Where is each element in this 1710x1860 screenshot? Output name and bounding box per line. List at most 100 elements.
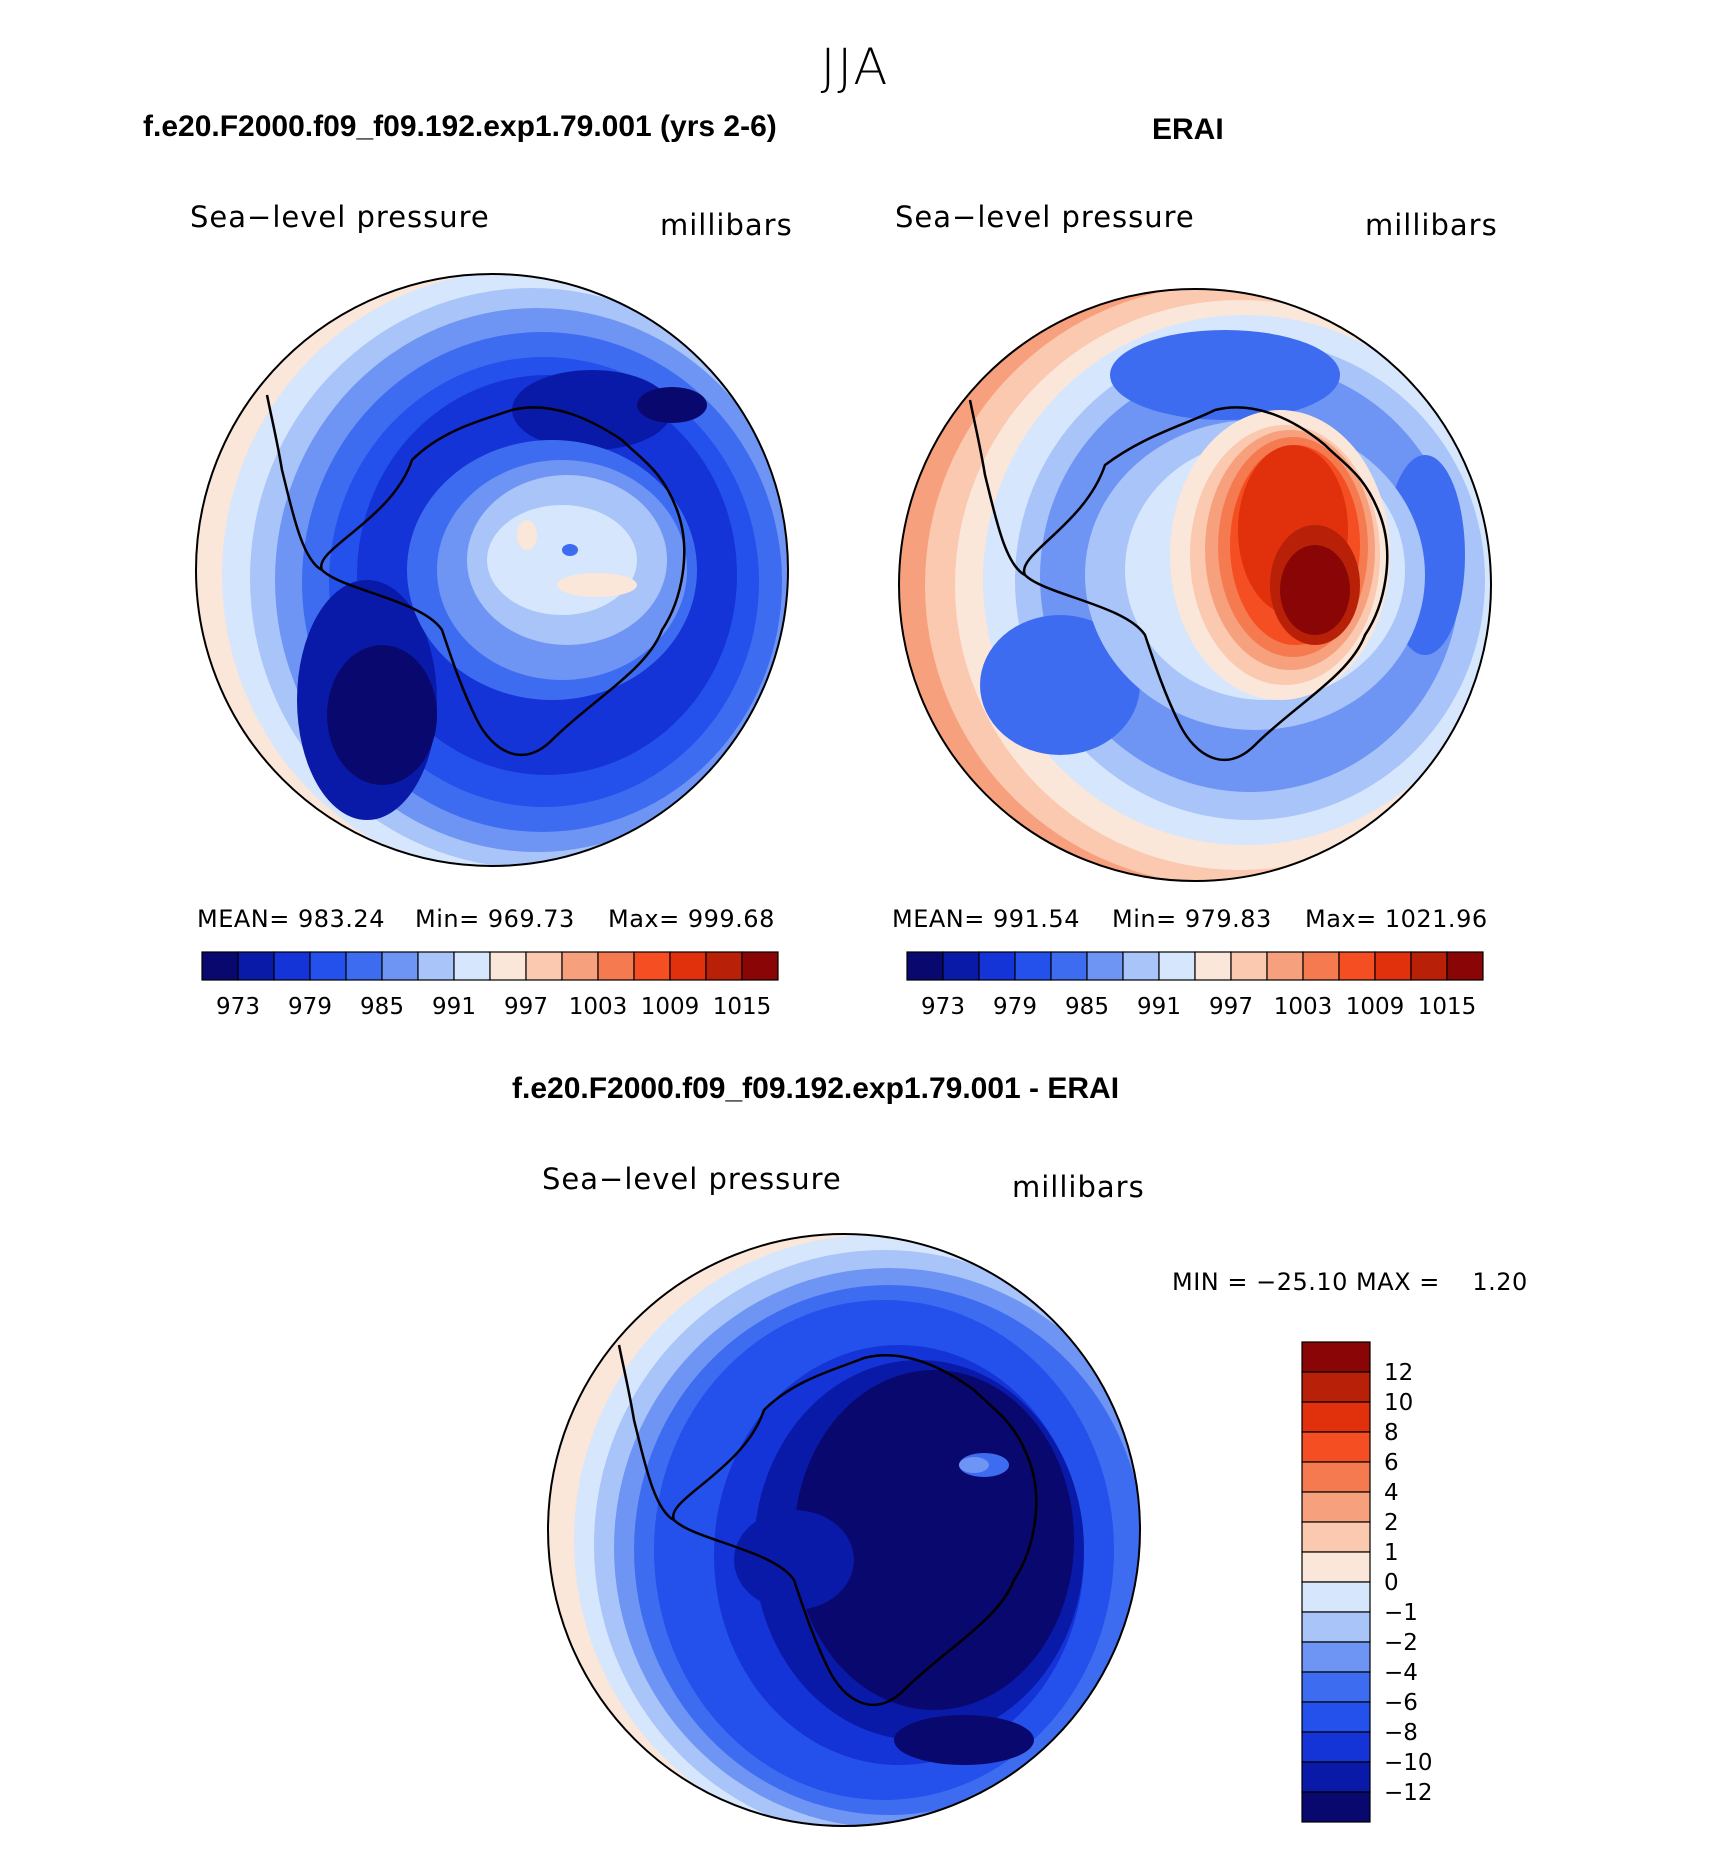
obs-colorbar-swatch	[906, 951, 944, 981]
model-colorbar-tick-label: 1009	[641, 994, 700, 1020]
model-colorbar-swatch	[237, 951, 275, 981]
diff-colorbar-swatch	[1301, 1731, 1371, 1763]
model-colorbar-tick-label: 1015	[713, 994, 772, 1020]
model-colorbar-swatch	[345, 951, 383, 981]
diff-colorbar-tick-label: 8	[1384, 1420, 1399, 1446]
diff-colorbar-tick-label: 0	[1384, 1570, 1399, 1596]
model-colorbar-swatch	[381, 951, 419, 981]
model-colorbar-swatch	[741, 951, 779, 981]
diff-colorbar-swatch	[1301, 1461, 1371, 1493]
diff-colorbar-swatch	[1301, 1431, 1371, 1463]
obs-colorbar-swatch	[1374, 951, 1412, 981]
diff-colorbar-swatch	[1301, 1341, 1371, 1373]
diff-colorbar-swatch	[1301, 1641, 1371, 1673]
diff-colorbar-tick-label: 2	[1384, 1510, 1399, 1536]
diff-colorbar-swatch	[1301, 1671, 1371, 1703]
obs-colorbar: 973 979 985 991 997 1003 1009 1015	[906, 951, 1484, 1020]
model-colorbar-tick-label: 985	[360, 994, 404, 1020]
obs-colorbar-swatch	[1086, 951, 1124, 981]
diff-colorbar-swatch	[1301, 1401, 1371, 1433]
diff-colorbar-tick-label: −4	[1384, 1660, 1418, 1686]
diff-variable-label: Sea−level pressure	[542, 1162, 842, 1196]
obs-colorbar-swatch	[1446, 951, 1484, 981]
model-colorbar-swatch	[273, 951, 311, 981]
model-colorbar-swatch	[489, 951, 527, 981]
obs-colorbar-tick-label: 979	[993, 994, 1037, 1020]
obs-mean-label: MEAN= 991.54	[892, 905, 1080, 933]
obs-colorbar-swatch	[978, 951, 1016, 981]
model-colorbar-swatch	[417, 951, 455, 981]
model-colorbar: 973 979 985 991 997 1003 1009 1015	[201, 951, 779, 1020]
model-slp-map	[195, 273, 789, 867]
diff-colorbar-swatch	[1301, 1371, 1371, 1403]
obs-colorbar-tick-label: 991	[1137, 994, 1181, 1020]
model-colorbar-tick-label: 991	[432, 994, 476, 1020]
model-colorbar-swatch	[561, 951, 599, 981]
diff-colorbar-swatch	[1301, 1491, 1371, 1523]
obs-variable-label: Sea−level pressure	[895, 200, 1195, 234]
model-colorbar-swatch	[669, 951, 707, 981]
diff-colorbar-swatch	[1301, 1611, 1371, 1643]
model-colorbar-swatch	[597, 951, 635, 981]
obs-colorbar-swatch	[1122, 951, 1160, 981]
obs-colorbar-swatch	[942, 951, 980, 981]
model-units-label: millibars	[660, 208, 793, 242]
diff-colorbar-tick-label: 12	[1384, 1360, 1413, 1386]
model-colorbar-swatch	[453, 951, 491, 981]
obs-colorbar-tick-label: 1003	[1274, 994, 1333, 1020]
model-colorbar-tick-label: 1003	[569, 994, 628, 1020]
model-colorbar-swatch	[705, 951, 743, 981]
diff-colorbar-swatch	[1301, 1521, 1371, 1553]
season-title: JJA	[820, 38, 890, 96]
diff-colorbar-tick-label: 1	[1384, 1540, 1399, 1566]
obs-colorbar-swatch	[1158, 951, 1196, 981]
model-min-label: Min= 969.73	[415, 905, 575, 933]
obs-colorbar-swatch	[1230, 951, 1268, 981]
obs-colorbar-swatch	[1410, 951, 1448, 981]
diff-colorbar-tick-label: −1	[1384, 1600, 1418, 1626]
obs-slp-map	[898, 288, 1492, 882]
diff-colorbar-swatch	[1301, 1791, 1371, 1823]
diff-colorbar-tick-label: 10	[1384, 1390, 1413, 1416]
model-colorbar-swatch	[309, 951, 347, 981]
model-variable-label: Sea−level pressure	[190, 200, 490, 234]
obs-colorbar-tick-label: 1009	[1346, 994, 1405, 1020]
obs-colorbar-tick-label: 1015	[1418, 994, 1477, 1020]
diff-colorbar-tick-label: −10	[1384, 1750, 1433, 1776]
diff-units-label: millibars	[1012, 1170, 1145, 1204]
diff-slp-map	[547, 1233, 1141, 1827]
diff-colorbar-tick-label: −6	[1384, 1690, 1418, 1716]
diff-colorbar-tick-label: 4	[1384, 1480, 1399, 1506]
model-colorbar-tick-label: 979	[288, 994, 332, 1020]
diff-colorbar-tick-label: 6	[1384, 1450, 1399, 1476]
obs-colorbar-tick-label: 997	[1209, 994, 1253, 1020]
obs-max-label: Max= 1021.96	[1305, 905, 1488, 933]
obs-colorbar-swatch	[1050, 951, 1088, 981]
obs-colorbar-swatch	[1014, 951, 1052, 981]
diff-colorbar-tick-label: −8	[1384, 1720, 1418, 1746]
diff-colorbar-swatch	[1301, 1701, 1371, 1733]
diff-colorbar-tick-label: −2	[1384, 1630, 1418, 1656]
diff-colorbar-swatch	[1301, 1761, 1371, 1793]
diff-colorbar-swatch	[1301, 1551, 1371, 1583]
model-colorbar-swatch	[525, 951, 563, 981]
obs-colorbar-tick-label: 985	[1065, 994, 1109, 1020]
model-max-label: Max= 999.68	[608, 905, 775, 933]
diff-colorbar-swatch	[1301, 1581, 1371, 1613]
obs-colorbar-swatch	[1194, 951, 1232, 981]
obs-colorbar-swatch	[1266, 951, 1304, 981]
obs-panel-title: ERAI	[1152, 113, 1224, 146]
diff-colorbar-tick-label: −12	[1384, 1780, 1433, 1806]
obs-min-label: Min= 979.83	[1112, 905, 1272, 933]
obs-colorbar-tick-label: 973	[921, 994, 965, 1020]
diff-panel-title: f.e20.F2000.f09_f09.192.exp1.79.001 - ER…	[512, 1072, 1120, 1105]
model-colorbar-swatch	[633, 951, 671, 981]
model-panel-title: f.e20.F2000.f09_f09.192.exp1.79.001 (yrs…	[143, 110, 777, 143]
model-colorbar-tick-label: 973	[216, 994, 260, 1020]
model-mean-label: MEAN= 983.24	[197, 905, 385, 933]
model-colorbar-swatch	[201, 951, 239, 981]
model-colorbar-tick-label: 997	[504, 994, 548, 1020]
obs-units-label: millibars	[1365, 208, 1498, 242]
obs-colorbar-swatch	[1338, 951, 1376, 981]
